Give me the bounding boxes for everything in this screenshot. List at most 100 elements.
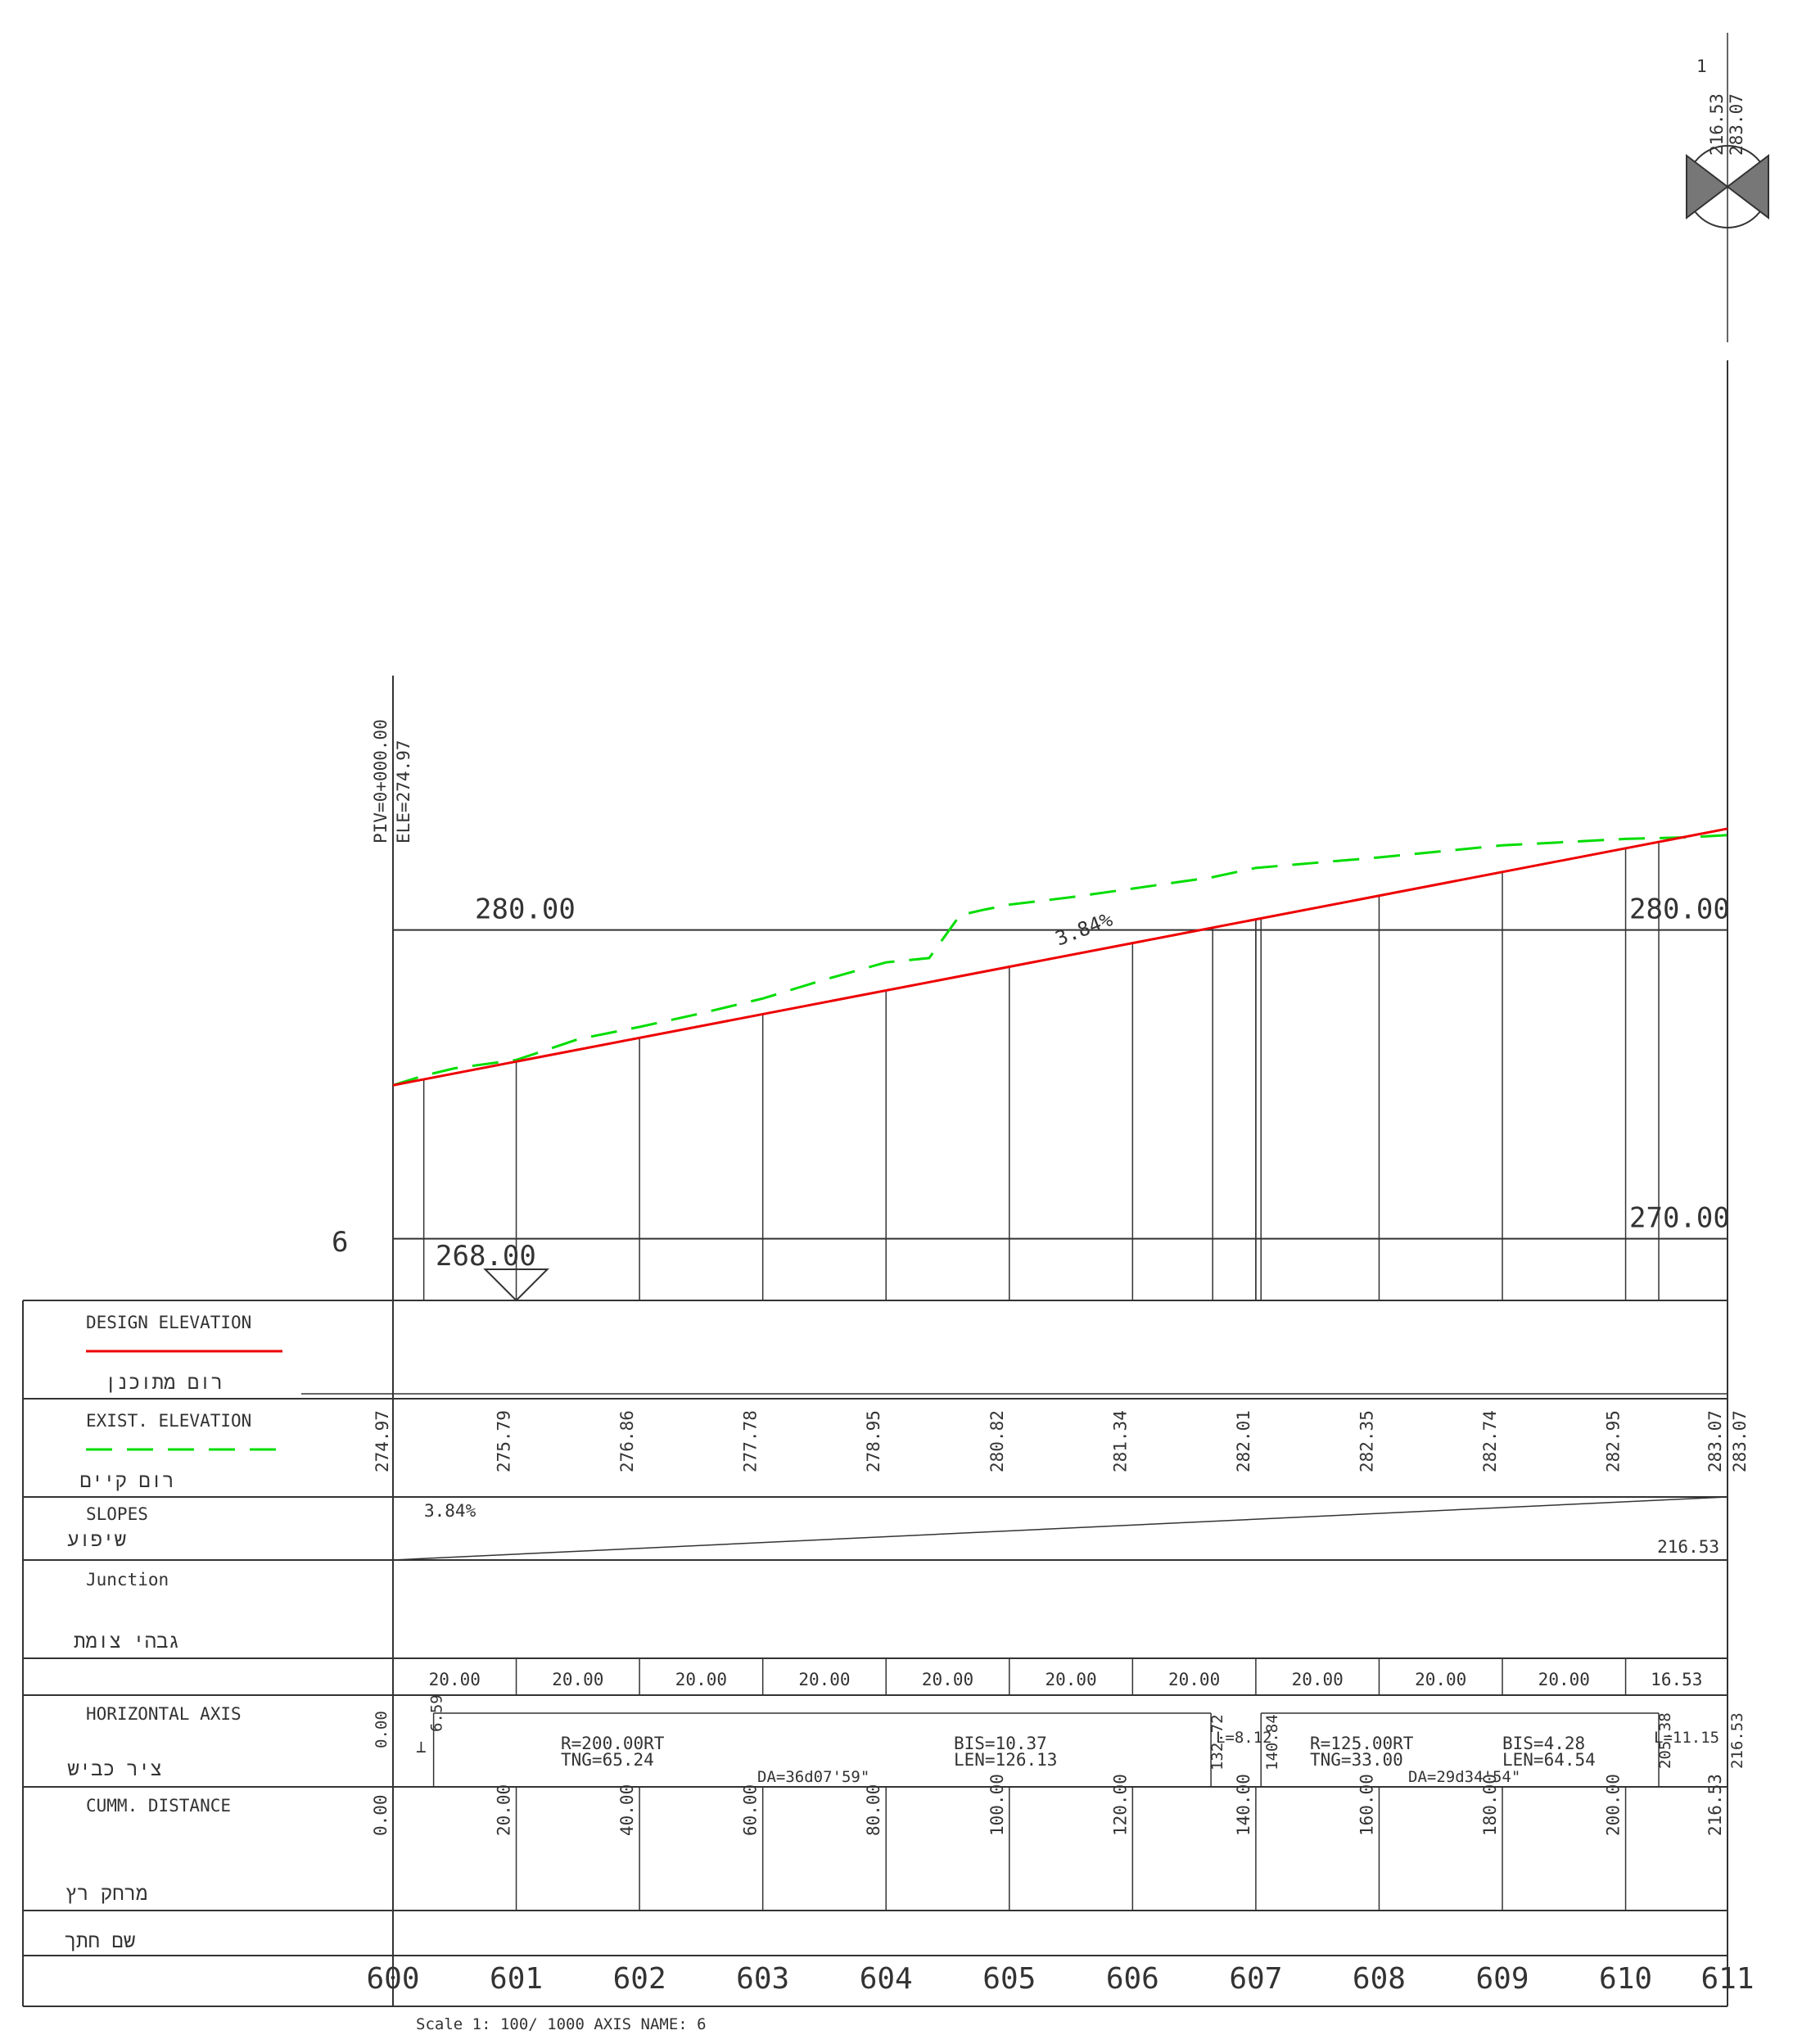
- existing-elevation-value: 282.35: [1357, 1410, 1376, 1472]
- existing-elevation-value: 281.34: [1110, 1410, 1130, 1472]
- scale-caption: Scale 1: 100/ 1000 AXIS NAME: 6: [416, 2015, 707, 2033]
- existing-ground-line: [392, 834, 1728, 1087]
- datum-label: 268.00: [436, 1240, 536, 1273]
- cumm-distance-value: 100.00: [987, 1774, 1007, 1836]
- end-label-length: 216.53: [1707, 93, 1727, 156]
- pvi-label: PIV=0+000.00: [371, 719, 391, 843]
- curve1-tangent: TNG=65.24: [561, 1750, 654, 1770]
- interval-value: 20.00: [1045, 1670, 1096, 1689]
- existing-elevation-value: 283.07: [1705, 1410, 1725, 1472]
- gridline-label-left: 280.00: [475, 893, 576, 926]
- haxis-start: 0.00: [373, 1711, 391, 1748]
- interval-value: 20.00: [552, 1670, 603, 1689]
- north-symbol-icon: [1686, 145, 1769, 228]
- interval-value: 20.00: [798, 1670, 850, 1689]
- curve1-pc: 6.59: [428, 1694, 446, 1732]
- horizontal-axis-title-he: ציר כביש: [67, 1757, 161, 1780]
- curve1-bisector: BIS=10.37: [954, 1734, 1047, 1753]
- cumm-distance-value: 140.00: [1234, 1774, 1253, 1836]
- curve1-length: LEN=126.13: [954, 1750, 1057, 1770]
- curve2-pt: 205.38: [1656, 1712, 1674, 1769]
- slope-value: 3.84%: [424, 1501, 476, 1521]
- curve2-spiral: L=11.15: [1654, 1729, 1719, 1747]
- section-name: 611: [1700, 1962, 1754, 1996]
- curve2-tangent: TNG=33.00: [1310, 1750, 1403, 1770]
- section-name: 601: [490, 1962, 543, 1996]
- design-grade-line: [392, 827, 1728, 1087]
- slope-diagonal: [392, 1496, 1728, 1561]
- junction-title-he: גבהי צומת: [74, 1630, 180, 1653]
- curve2-radius: R=125.00RT: [1310, 1734, 1414, 1753]
- interval-value: 16.53: [1651, 1670, 1702, 1689]
- existing-elevation-value: 277.78: [741, 1410, 761, 1472]
- slope-length: 216.53: [1657, 1537, 1719, 1557]
- slopes-title-he: שיפוע: [67, 1528, 126, 1551]
- existing-elevation-value: 278.95: [864, 1410, 883, 1472]
- cumm-distance-value: 120.00: [1110, 1774, 1130, 1836]
- cumm-distance-value: 80.00: [864, 1784, 883, 1836]
- curve1-spiral: L=8.12: [1216, 1729, 1272, 1747]
- curve2-delta: DA=29d34'54": [1408, 1768, 1520, 1786]
- curve1-radius: R=200.00RT: [561, 1734, 665, 1753]
- interval-value: 20.00: [1538, 1670, 1590, 1689]
- interval-value: 20.00: [429, 1670, 481, 1689]
- section-name: 609: [1475, 1962, 1529, 1996]
- cumm-distance-title: CUMM. DISTANCE: [86, 1796, 231, 1816]
- station-lines: [422, 842, 1660, 1300]
- pvi-elevation-label: ELE=274.97: [394, 740, 413, 843]
- drawing-frame: [22, 33, 1769, 2007]
- interval-value: 20.00: [922, 1670, 973, 1689]
- curve2-pc: 140.84: [1263, 1714, 1281, 1770]
- sheet-number: 1: [1696, 57, 1707, 76]
- cumm-distance-value: 40.00: [617, 1784, 637, 1836]
- cumm-distance-value: 20.00: [495, 1784, 514, 1836]
- haxis-end: 216.53: [1728, 1712, 1746, 1769]
- existing-elevation-value: 282.95: [1604, 1410, 1624, 1472]
- interval-value: 20.00: [1292, 1670, 1344, 1689]
- axis-marker: 6: [332, 1226, 348, 1259]
- section-name: 604: [860, 1962, 913, 1996]
- curve2-bisector: BIS=4.28: [1502, 1734, 1585, 1753]
- gridline-label-right: 280.00: [1629, 893, 1730, 926]
- cumm-distance-value: 180.00: [1480, 1774, 1500, 1836]
- cumm-distance-title-he: מרחק רץ: [65, 1882, 148, 1905]
- grade-slope-label: 3.84%: [1052, 907, 1116, 950]
- cumm-distance-value: 0.00: [371, 1794, 391, 1836]
- slopes-title: SLOPES: [86, 1504, 148, 1524]
- existing-elevation-value: 282.74: [1480, 1410, 1500, 1472]
- existing-elevation-title-he: רום קיים: [79, 1469, 174, 1492]
- section-name-title-he: שם חתך: [65, 1929, 135, 1952]
- existing-elevation-value: 276.86: [617, 1410, 637, 1472]
- section-name: 600: [366, 1962, 419, 1996]
- junction-title: Junction: [86, 1570, 169, 1590]
- existing-elevation-title: EXIST. ELEVATION: [86, 1411, 251, 1431]
- design-elevation-title-he: רום מתוכנן: [105, 1371, 223, 1394]
- existing-elevation-value: 275.79: [495, 1410, 514, 1472]
- section-name: 605: [982, 1962, 1036, 1996]
- section-name: 610: [1599, 1962, 1652, 1996]
- cumm-distance-value: 200.00: [1604, 1774, 1624, 1836]
- existing-elevation-value: 282.01: [1234, 1410, 1253, 1472]
- interval-value: 20.00: [1415, 1670, 1466, 1689]
- curve1-delta: DA=36d07'59": [757, 1768, 869, 1786]
- horizontal-axis-title: HORIZONTAL AXIS: [86, 1704, 242, 1724]
- design-elevation-title: DESIGN ELEVATION: [86, 1313, 251, 1332]
- section-name: 606: [1106, 1962, 1159, 1996]
- interval-value: 20.00: [675, 1670, 727, 1689]
- end-label-elevation: 283.07: [1727, 93, 1746, 156]
- cumm-distance-value: 216.53: [1705, 1774, 1725, 1836]
- curve1-pt: 132.72: [1208, 1714, 1226, 1770]
- cumm-distance-value: 160.00: [1357, 1774, 1376, 1836]
- gridline-label-right: 270.00: [1629, 1202, 1730, 1235]
- existing-elevation-value: 280.82: [987, 1410, 1007, 1472]
- section-name: 602: [613, 1962, 666, 1996]
- cumm-distance-value: 60.00: [741, 1784, 761, 1836]
- curve2-length: LEN=64.54: [1502, 1750, 1596, 1770]
- existing-elevation-value: 274.97: [373, 1410, 392, 1472]
- section-name: 608: [1353, 1962, 1406, 1996]
- interval-value: 20.00: [1168, 1670, 1220, 1689]
- section-name: 607: [1229, 1962, 1282, 1996]
- tangent-icon: ⊥: [416, 1737, 427, 1757]
